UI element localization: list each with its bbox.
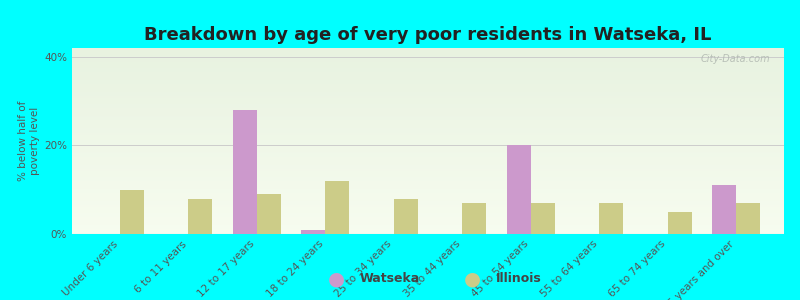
Bar [668, 212, 691, 234]
Bar [599, 203, 623, 234]
Bar [120, 190, 144, 234]
Bar [394, 199, 418, 234]
Y-axis label: % below half of
poverty level: % below half of poverty level [18, 101, 40, 181]
Bar [302, 230, 326, 234]
Bar [257, 194, 281, 234]
Bar [506, 146, 530, 234]
Text: Illinois: Illinois [496, 272, 542, 286]
Bar [233, 110, 257, 234]
Bar [462, 203, 486, 234]
Text: ●: ● [463, 269, 481, 289]
Text: ●: ● [327, 269, 345, 289]
Text: City-Data.com: City-Data.com [700, 54, 770, 64]
Text: Watseka: Watseka [360, 272, 420, 286]
Title: Breakdown by age of very poor residents in Watseka, IL: Breakdown by age of very poor residents … [144, 26, 712, 44]
Bar [326, 181, 350, 234]
Bar [188, 199, 212, 234]
Bar [736, 203, 760, 234]
Bar [712, 185, 736, 234]
Bar [530, 203, 554, 234]
